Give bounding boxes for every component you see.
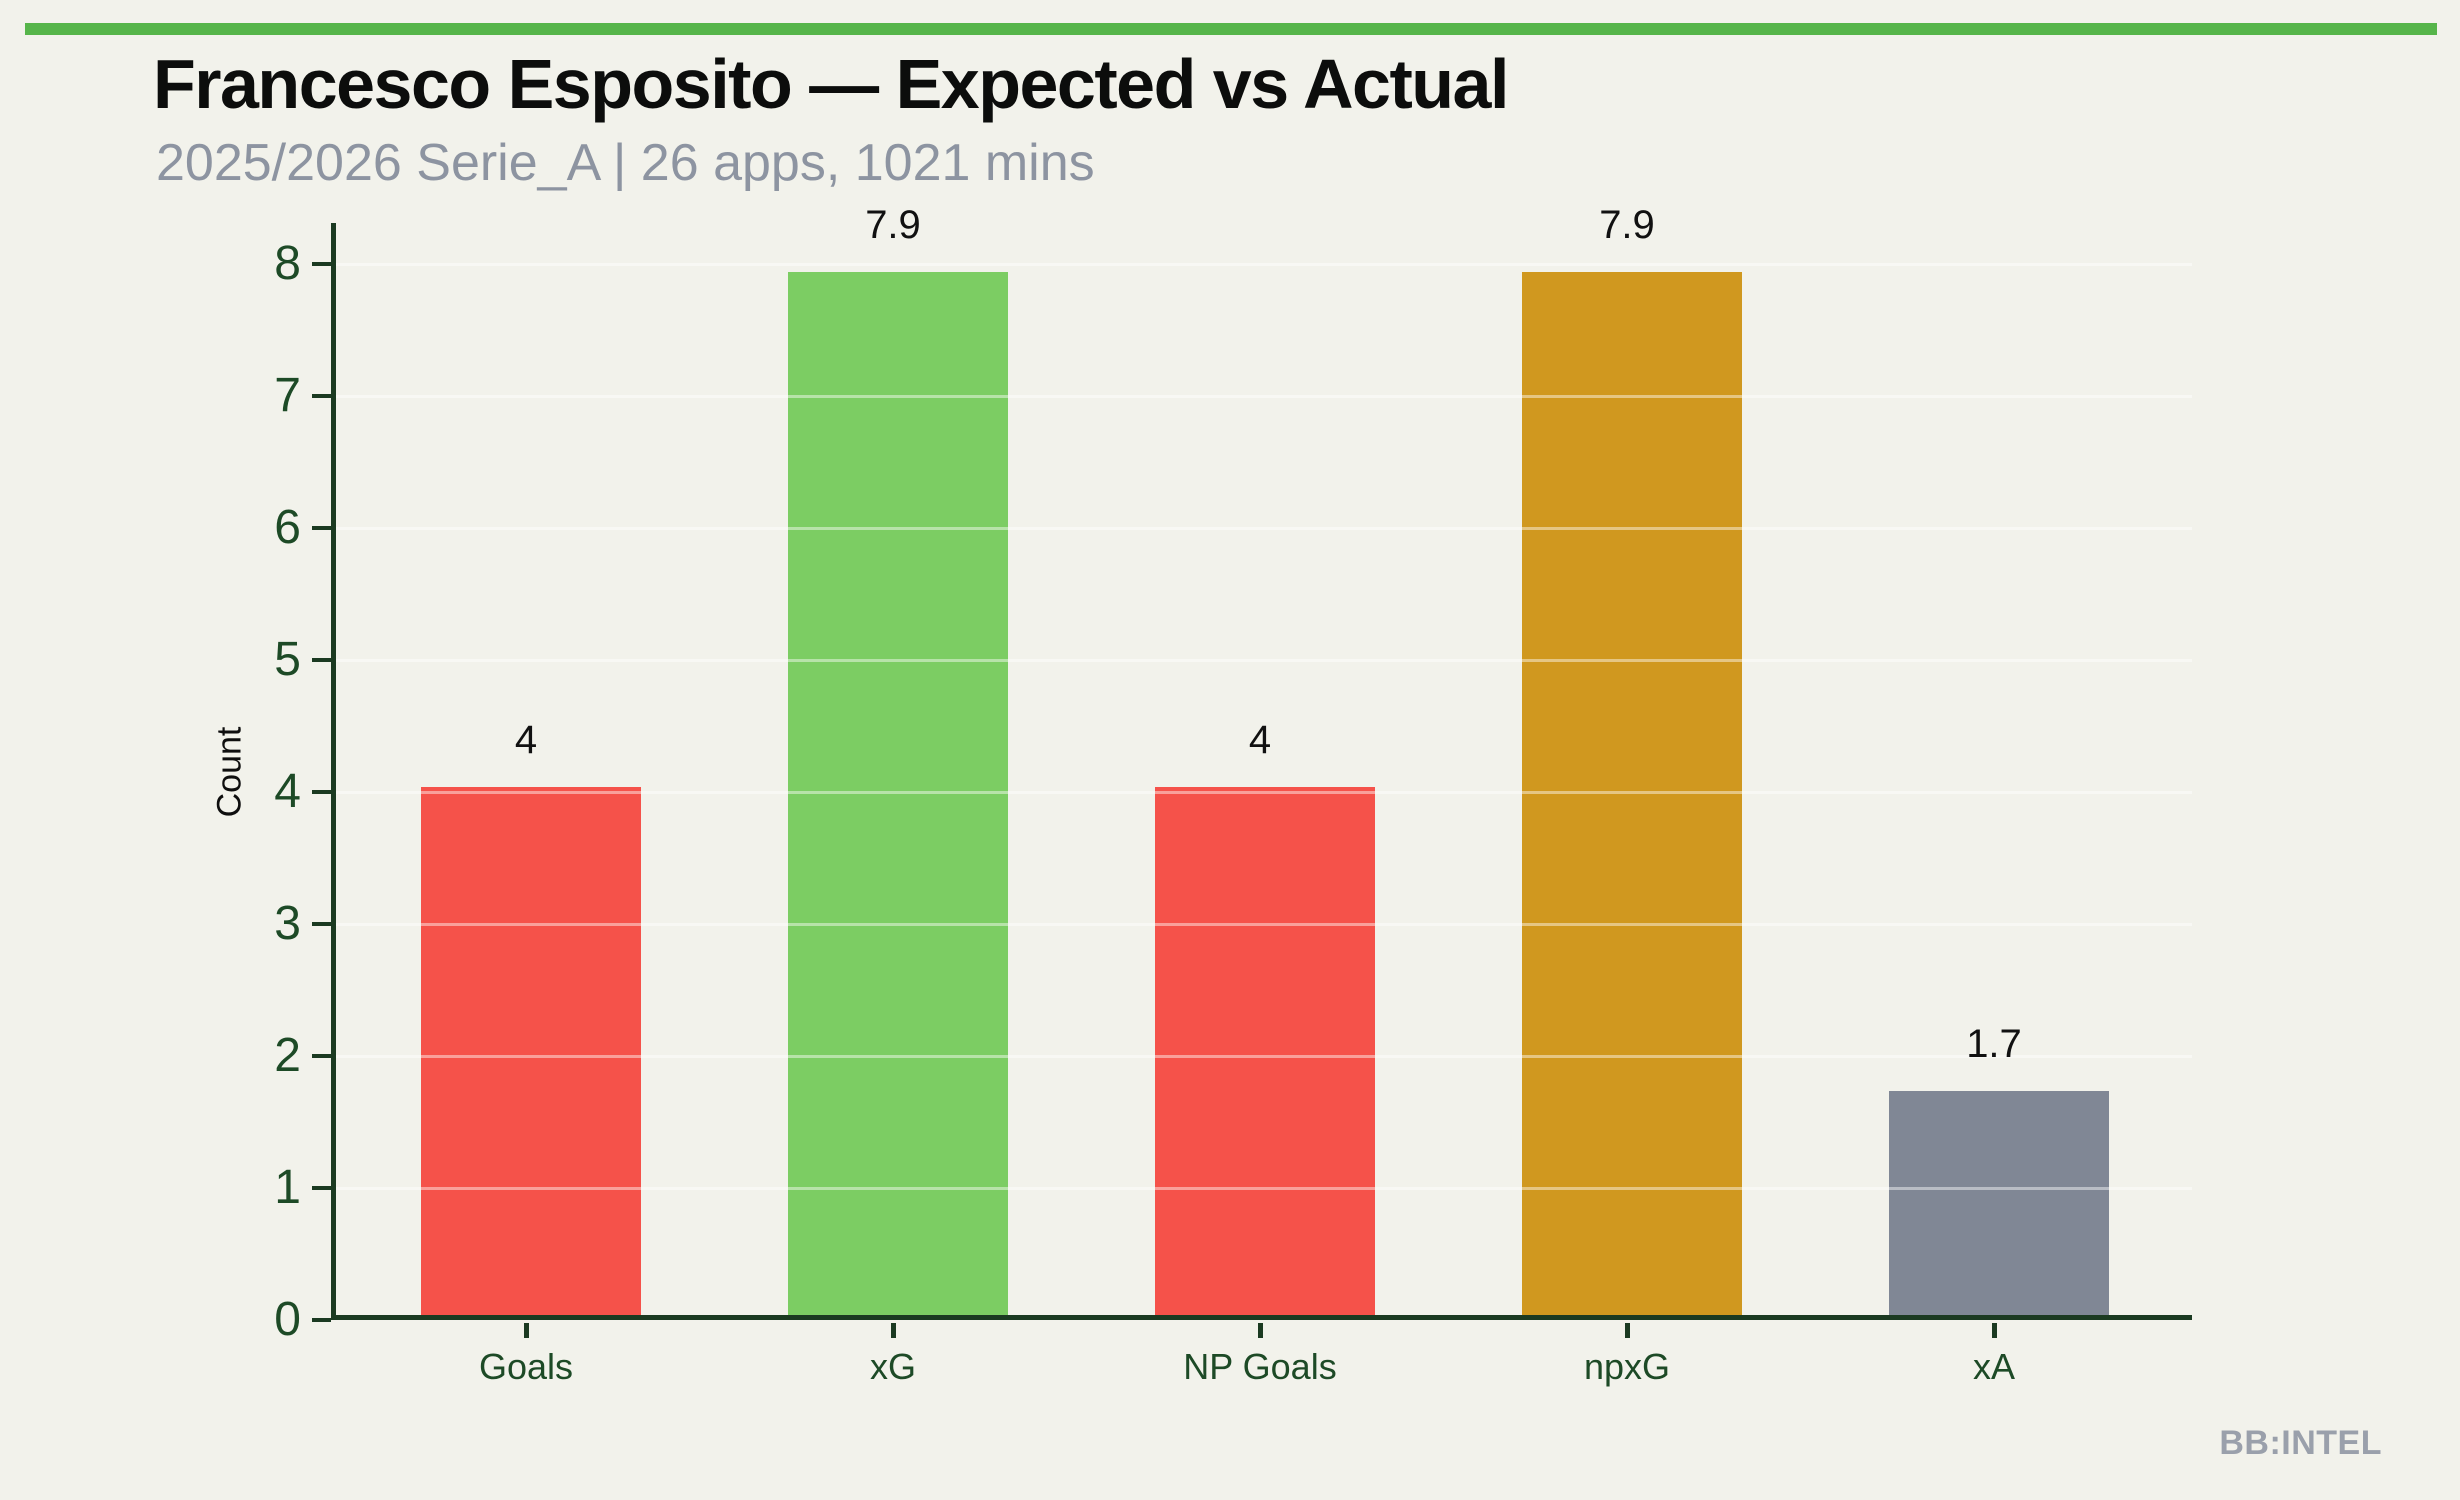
y-tick-label: 2 [274, 1029, 301, 1082]
y-tick-label: 4 [274, 765, 301, 818]
gridline [336, 659, 2192, 662]
y-tick-label: 8 [274, 237, 301, 290]
bar-value-label: 4 [1248, 718, 1272, 762]
x-tick-label: npxG [1583, 1346, 1671, 1387]
x-axis-tick [891, 1323, 896, 1338]
y-axis-tick [312, 262, 331, 266]
x-axis-tick [524, 1323, 529, 1338]
bar-xa [1889, 1091, 2109, 1315]
bar-xg [788, 272, 1008, 1315]
gridline [336, 1055, 2192, 1058]
x-axis-tick [1625, 1323, 1630, 1338]
bar-goals [421, 787, 641, 1315]
bar-npxg [1522, 272, 1742, 1315]
plot-area [331, 223, 2192, 1320]
y-tick-label: 3 [274, 897, 301, 950]
y-axis-tick [312, 658, 331, 662]
x-tick-label: NP Goals [1183, 1346, 1337, 1387]
gridline [336, 923, 2192, 926]
y-tick-label: 7 [274, 369, 301, 422]
y-axis-tick [312, 922, 331, 926]
x-tick-label: xA [1972, 1346, 2016, 1387]
gridline [336, 263, 2192, 266]
y-tick-label: 1 [274, 1161, 301, 1214]
gridline [336, 791, 2192, 794]
y-axis-tick [312, 394, 331, 398]
bar-value-label: 7.9 [865, 203, 921, 247]
watermark: BB:INTEL [2219, 1424, 2382, 1462]
bar-value-label: 4 [514, 718, 538, 762]
gridline [336, 527, 2192, 530]
chart-title: Francesco Esposito — Expected vs Actual [153, 45, 1509, 123]
gridline [336, 1187, 2192, 1190]
bar-value-label: 1.7 [1966, 1022, 2022, 1066]
top-accent-bar [25, 23, 2437, 35]
y-tick-label: 0 [274, 1293, 301, 1346]
y-axis-tick [312, 1318, 331, 1322]
y-axis-tick [312, 526, 331, 530]
bar-value-label: 7.9 [1599, 203, 1655, 247]
y-tick-label: 5 [274, 633, 301, 686]
y-tick-label: 6 [274, 501, 301, 554]
gridline [336, 395, 2192, 398]
chart-subtitle: 2025/2026 Serie_A | 26 apps, 1021 mins [156, 134, 1095, 192]
x-tick-label: Goals [478, 1346, 574, 1387]
x-axis-tick [1992, 1323, 1997, 1338]
bar-np-goals [1155, 787, 1375, 1315]
y-axis-tick [312, 1054, 331, 1058]
y-axis-tick [312, 790, 331, 794]
x-axis-tick [1258, 1323, 1263, 1338]
x-tick-label: xG [869, 1346, 917, 1387]
y-axis-tick [312, 1186, 331, 1190]
